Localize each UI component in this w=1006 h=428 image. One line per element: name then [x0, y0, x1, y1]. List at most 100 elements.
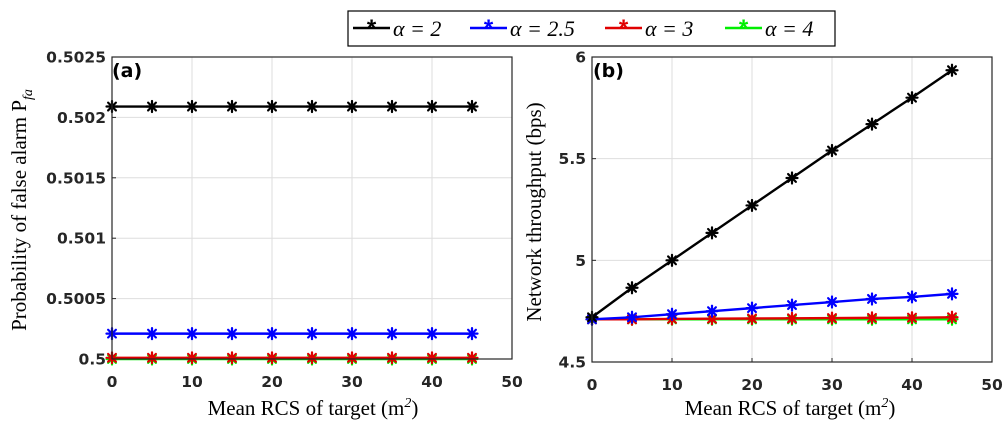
- y-axis-label: Network throughput (bps): [522, 102, 546, 321]
- y-tick-label: 5: [575, 252, 586, 270]
- panel-label: (a): [112, 60, 142, 82]
- data-point: [825, 295, 839, 309]
- data-point: [185, 327, 199, 341]
- x-tick-label: 10: [661, 376, 683, 394]
- series-2.5: [105, 327, 479, 341]
- data-point: [185, 99, 199, 114]
- series-group: [585, 63, 959, 326]
- series-2: [585, 63, 959, 324]
- data-point: [825, 311, 839, 325]
- legend-swatch-marker: *: [367, 15, 377, 42]
- tick-labels: 0 10 20 30 40 50 4.5 5 5.5 6: [559, 49, 1003, 395]
- series-2.5: [585, 287, 959, 326]
- data-point: [345, 99, 359, 114]
- data-point: [905, 311, 919, 325]
- y-tick-label: 0.5015: [46, 169, 106, 187]
- data-point: [225, 351, 239, 365]
- data-point: [145, 327, 159, 341]
- data-point: [425, 327, 439, 341]
- data-point: [385, 99, 399, 114]
- x-axis-label: Mean RCS of target (m2): [685, 396, 896, 420]
- y-tick-label: 0.5025: [46, 49, 106, 67]
- data-point: [705, 226, 719, 240]
- x-tick-label: 20: [741, 376, 763, 394]
- data-point: [745, 301, 759, 315]
- data-point: [345, 327, 359, 341]
- data-point: [465, 351, 479, 365]
- data-point: [425, 99, 439, 114]
- x-tick-label: 50: [501, 373, 523, 391]
- axes-frame: [591, 56, 993, 363]
- series-line: [592, 316, 953, 321]
- data-point: [185, 351, 199, 365]
- legend-swatch-marker: *: [484, 15, 494, 42]
- y-tick-label: 0.5: [79, 351, 106, 369]
- legend-entry-2: * α = 2.5: [470, 15, 575, 42]
- data-point: [625, 281, 639, 295]
- data-point: [265, 99, 279, 114]
- data-point: [305, 99, 319, 114]
- series-line: [591, 69, 953, 319]
- data-point: [465, 99, 479, 114]
- series-3: [585, 310, 959, 326]
- data-point: [345, 351, 359, 365]
- legend-label-1: α = 2: [393, 16, 441, 41]
- x-tick-label: 0: [107, 373, 118, 391]
- series-group: [105, 99, 479, 366]
- y-tick-label: 5.5: [559, 150, 586, 168]
- x-tick-label: 40: [901, 376, 923, 394]
- data-point: [905, 290, 919, 304]
- axes-frame: [111, 56, 513, 360]
- x-tick-label: 30: [821, 376, 843, 394]
- legend-swatch-marker: *: [739, 15, 749, 42]
- legend-swatch-marker: *: [619, 15, 629, 42]
- series-3: [105, 351, 479, 365]
- data-point: [265, 327, 279, 341]
- x-tick-label: 30: [341, 373, 363, 391]
- y-tick-label: 0.502: [57, 109, 106, 127]
- data-point: [785, 298, 799, 312]
- data-point: [745, 198, 759, 213]
- data-point: [785, 171, 799, 185]
- data-point: [225, 99, 239, 114]
- data-point: [785, 311, 799, 325]
- chart-panel-b: 0 10 20 30 40 50 4.5 5 5.5 6 (b) Mean RCS of targ…: [522, 49, 1003, 421]
- data-point: [625, 310, 639, 324]
- legend-entry-1: * α = 2: [353, 15, 441, 42]
- data-point: [305, 327, 319, 341]
- x-tick-label: 40: [421, 373, 443, 391]
- y-tick-label: 0.5005: [46, 290, 106, 308]
- y-tick-label: 4.5: [559, 354, 586, 372]
- x-tick-label: 0: [587, 376, 598, 394]
- chart-panel-a: 0 10 20 30 40 50 0.5 0.5005 0.501 0.5015 0.502 0.50…: [7, 49, 523, 421]
- data-point: [705, 304, 719, 318]
- data-point: [945, 63, 959, 77]
- data-point: [705, 312, 719, 326]
- legend: * α = 2 * α = 2.5 * α = 3 * α = 4: [347, 10, 836, 47]
- data-point: [945, 310, 959, 324]
- legend-label-3: α = 3: [645, 16, 693, 41]
- data-point: [865, 311, 879, 325]
- x-axis-label: Mean RCS of target (m2): [208, 396, 419, 420]
- y-axis-label: Probability of false alarm Pfa: [7, 89, 36, 331]
- data-point: [465, 327, 479, 341]
- series-line: [591, 292, 953, 321]
- legend-label-4: α = 4: [765, 16, 813, 41]
- data-point: [665, 307, 679, 321]
- y-tick-label: 6: [575, 49, 586, 67]
- data-point: [865, 292, 879, 306]
- data-point: [305, 351, 319, 365]
- data-point: [385, 327, 399, 341]
- y-tick-label: 0.501: [57, 230, 106, 248]
- data-point: [825, 143, 839, 158]
- x-tick-label: 10: [181, 373, 203, 391]
- x-tick-label: 20: [261, 373, 283, 391]
- legend-entry-3: * α = 3: [605, 15, 693, 42]
- data-point: [385, 351, 399, 365]
- tick-labels: 0 10 20 30 40 50 0.5 0.5005 0.501 0.5015 0.502 0.50…: [46, 49, 523, 392]
- legend-entry-4: * α = 4: [725, 15, 813, 42]
- series-2: [105, 99, 479, 114]
- data-point: [665, 253, 679, 267]
- data-point: [425, 351, 439, 365]
